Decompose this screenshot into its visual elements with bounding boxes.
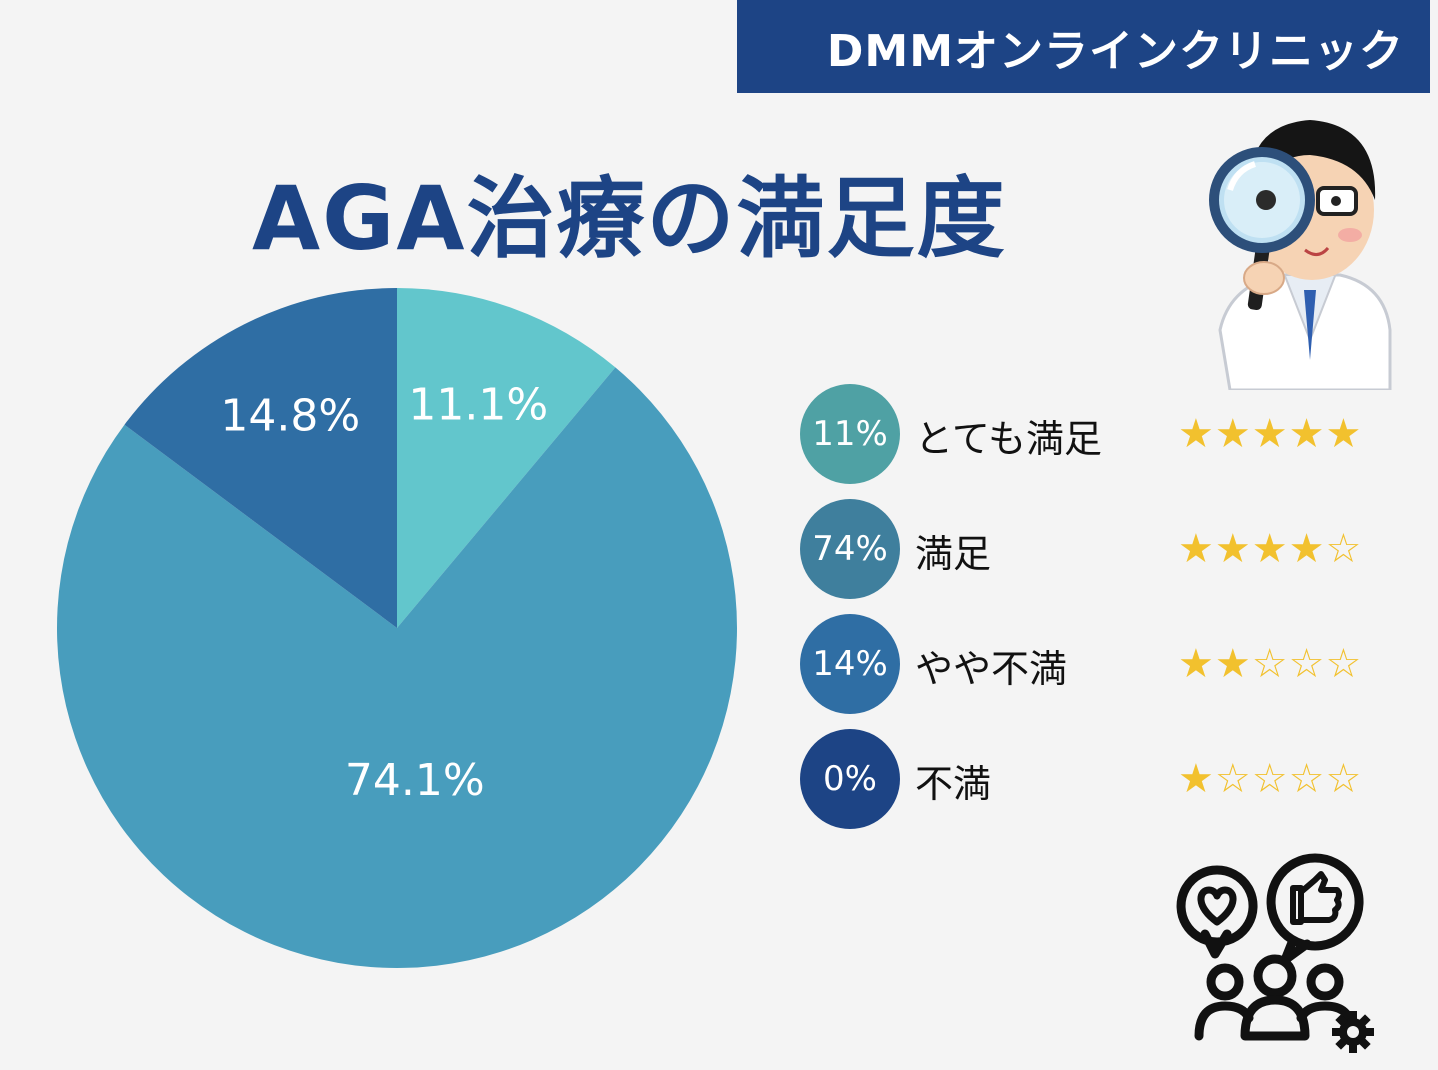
legend-row: 0% 不満 ★☆☆☆☆ (800, 729, 1400, 829)
star-rating: ★☆☆☆☆ (1178, 757, 1362, 801)
star-filled-icon: ★ (1288, 411, 1326, 457)
legend-label: やや不満 (915, 647, 1068, 691)
star-filled-icon: ★ (1178, 411, 1215, 457)
star-filled-icon: ★ (1178, 641, 1215, 687)
pie-chart: 11.1% 74.1% 14.8% (57, 288, 738, 969)
star-rating: ★★☆☆☆ (1178, 642, 1362, 686)
star-empty-icon: ☆ (1251, 756, 1289, 802)
legend-percent-badge: 0% (800, 729, 900, 829)
pie-slice-label: 11.1% (408, 379, 548, 430)
star-empty-icon: ☆ (1251, 641, 1289, 687)
star-filled-icon: ★ (1214, 526, 1252, 572)
star-empty-icon: ☆ (1325, 756, 1363, 802)
star-filled-icon: ★ (1251, 411, 1289, 457)
legend-label: 不満 (915, 762, 992, 806)
brand-name: DMMオンラインクリニック (826, 25, 1404, 77)
legend-percent-badge: 11% (800, 384, 900, 484)
page-title: AGA治療の満足度 (252, 167, 1007, 270)
pie-slice (124, 288, 397, 628)
doctor-magnifier-icon (1209, 120, 1392, 390)
star-empty-icon: ☆ (1214, 756, 1252, 802)
legend-row: 74% 満足 ★★★★☆ (800, 499, 1400, 599)
pie-slice (397, 288, 616, 628)
legend-label: とても満足 (915, 417, 1102, 461)
legend-label: 満足 (915, 532, 992, 576)
star-rating: ★★★★☆ (1178, 527, 1362, 571)
star-filled-icon: ★ (1178, 756, 1215, 802)
legend-row: 14% やや不満 ★★☆☆☆ (800, 614, 1400, 714)
legend-percent-badge: 74% (800, 499, 900, 599)
star-filled-icon: ★ (1251, 526, 1289, 572)
star-filled-icon: ★ (1214, 411, 1252, 457)
star-filled-icon: ★ (1178, 526, 1215, 572)
brand-banner: DMMオンラインクリニック (737, 0, 1430, 93)
pie-slice-label: 14.8% (220, 390, 360, 441)
pie-slice-label: 74.1% (345, 755, 485, 806)
star-empty-icon: ☆ (1288, 756, 1326, 802)
star-filled-icon: ★ (1288, 526, 1326, 572)
star-empty-icon: ☆ (1288, 641, 1326, 687)
star-empty-icon: ☆ (1325, 641, 1363, 687)
people-feedback-icon (1176, 853, 1374, 1053)
star-rating: ★★★★★ (1178, 412, 1362, 456)
star-filled-icon: ★ (1325, 411, 1363, 457)
pie-slice (57, 367, 738, 969)
star-filled-icon: ★ (1214, 641, 1252, 687)
legend-percent-badge: 14% (800, 614, 900, 714)
legend-row: 11% とても満足 ★★★★★ (800, 384, 1400, 484)
star-empty-icon: ☆ (1325, 526, 1363, 572)
